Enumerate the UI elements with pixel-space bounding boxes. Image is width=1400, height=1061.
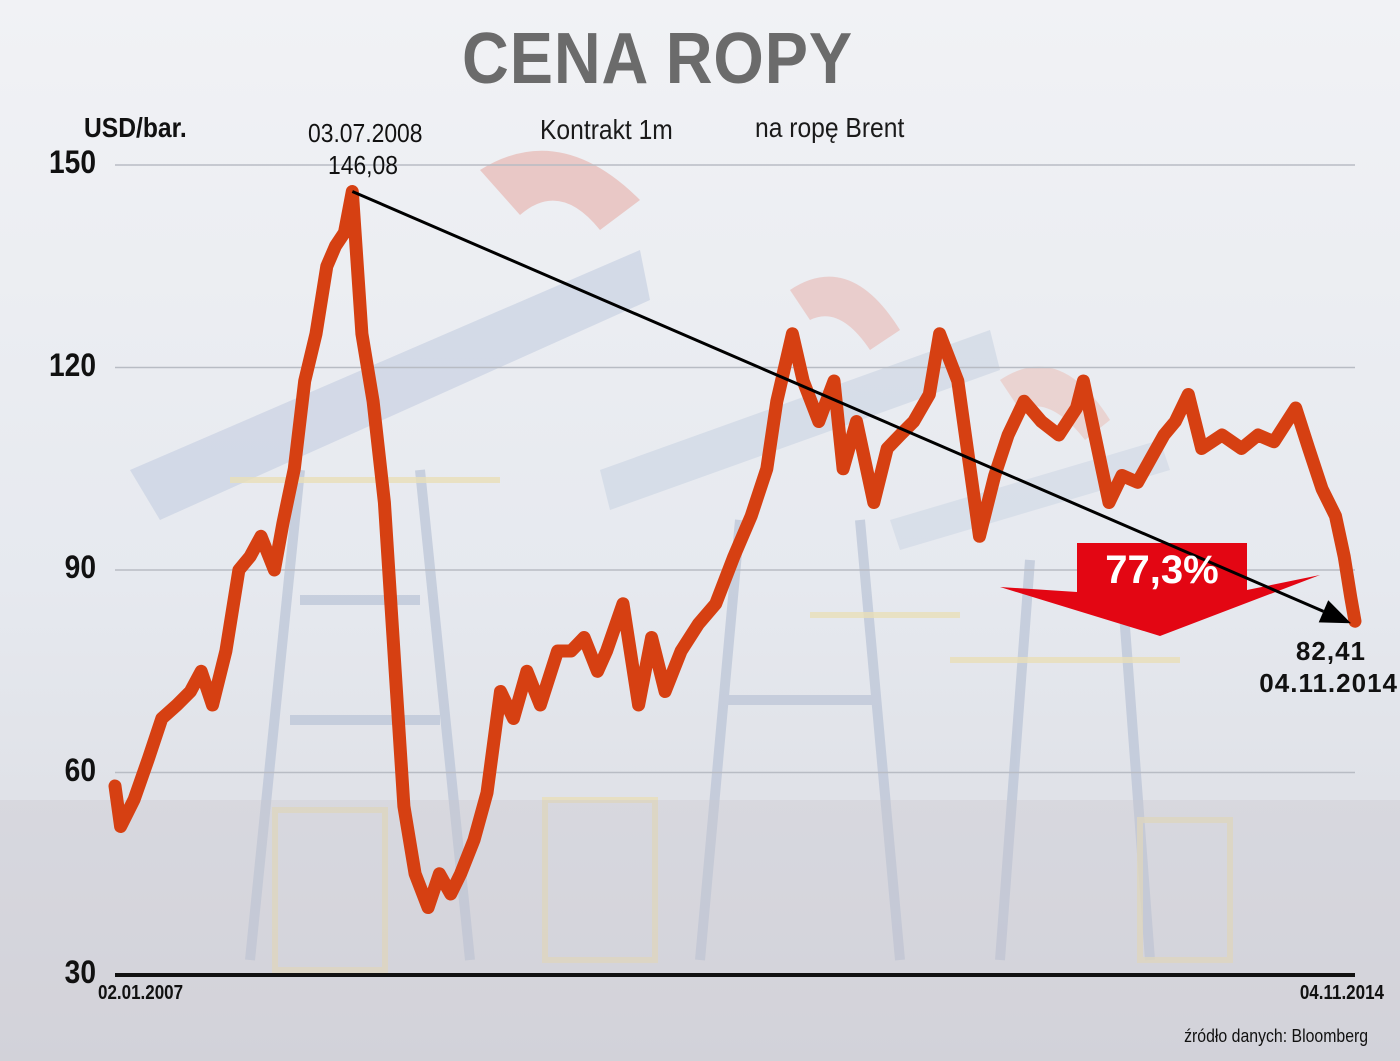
end-date-label: 04.11.2014 bbox=[1259, 668, 1398, 698]
y-tick-30: 30 bbox=[64, 954, 96, 990]
chart-title: CENA ROPY bbox=[462, 19, 853, 99]
y-tick-150: 150 bbox=[49, 144, 96, 180]
x-tick-start-date: 02.01.2007 bbox=[98, 982, 184, 1004]
x-tick-end-date: 04.11.2014 bbox=[1299, 982, 1384, 1004]
decline-arrow-badge bbox=[1000, 543, 1320, 636]
gridlines bbox=[115, 164, 1355, 774]
peak-date-label: 03.07.2008 bbox=[308, 118, 423, 148]
y-tick-90: 90 bbox=[64, 549, 96, 585]
chart-subtitle-brent: na ropę Brent bbox=[755, 112, 905, 143]
y-tick-120: 120 bbox=[49, 347, 96, 383]
chart-subtitle-contract: Kontrakt 1m bbox=[540, 114, 673, 145]
trend-arrow bbox=[351, 190, 1351, 624]
y-tick-60: 60 bbox=[64, 752, 96, 788]
y-axis-unit-label: USD/bar. bbox=[84, 112, 187, 143]
price-line-series bbox=[108, 185, 1362, 914]
data-source-note: źródło danych: Bloomberg bbox=[1183, 1026, 1368, 1046]
decline-percentage-badge: 77,3% bbox=[1105, 548, 1219, 592]
peak-value-label: 146,08 bbox=[328, 150, 398, 180]
end-value-label: 82,41 bbox=[1295, 636, 1366, 666]
